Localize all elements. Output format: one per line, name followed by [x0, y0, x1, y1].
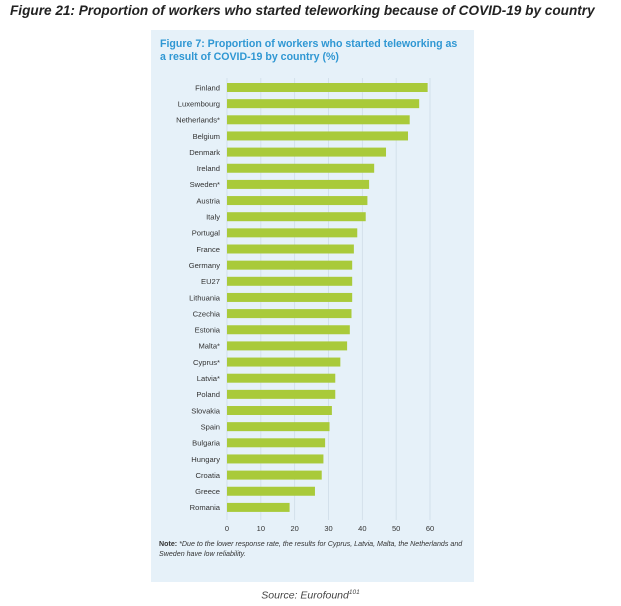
category-label: Estonia [195, 326, 221, 335]
chart-panel: Figure 7: Proportion of workers who star… [151, 30, 474, 582]
category-label: Luxembourg [178, 99, 220, 108]
category-label: EU27 [201, 277, 220, 286]
x-tick-labels: 0 10 20 30 40 50 60 [225, 524, 434, 533]
category-label: Croatia [196, 471, 221, 480]
category-label: Netherlands* [176, 116, 220, 125]
category-label: Austria [196, 196, 220, 205]
bar [227, 470, 322, 480]
category-label: Italy [206, 213, 220, 222]
category-label: Denmark [189, 148, 220, 157]
bar [227, 454, 324, 464]
category-label: Czechia [193, 309, 221, 318]
bar [227, 212, 366, 222]
bar [227, 115, 410, 125]
category-label: Bulgaria [192, 439, 221, 448]
category-label: Poland [196, 390, 220, 399]
category-label: Portugal [192, 229, 221, 238]
x-tick-label: 0 [225, 524, 229, 533]
x-tick-label: 60 [426, 524, 434, 533]
category-label: Lithuania [189, 293, 221, 302]
category-label: Spain [201, 422, 220, 431]
category-labels: Finland Luxembourg Netherlands* Belgium Denm… [176, 83, 221, 512]
source-line: Source: Eurofound101 [0, 589, 621, 602]
bar [227, 486, 315, 496]
bar [227, 260, 353, 270]
chart-note: Note: *Due to the lower response rate, t… [159, 540, 464, 559]
category-label: Germany [189, 261, 220, 270]
category-label: Sweden* [190, 180, 220, 189]
bar [227, 276, 353, 286]
source-text: Source: Eurofound [261, 589, 349, 602]
bar [227, 502, 290, 512]
category-label: Malta* [198, 342, 220, 351]
x-tick-label: 50 [392, 524, 400, 533]
category-label: France [196, 245, 220, 254]
bar [227, 341, 348, 351]
bar [227, 163, 375, 173]
bar [227, 422, 330, 432]
bar [227, 406, 332, 415]
bars [227, 83, 428, 512]
bar [227, 309, 352, 319]
x-tick-label: 40 [358, 524, 366, 533]
bar [227, 196, 368, 206]
bar [227, 244, 354, 254]
category-label: Romania [190, 503, 221, 512]
category-label: Latvia* [197, 374, 220, 383]
category-label: Ireland [197, 164, 220, 173]
figure-title: Figure 21: Proportion of workers who sta… [10, 3, 595, 18]
category-label: Slovakia [191, 406, 220, 415]
category-label: Belgium [193, 132, 220, 141]
bar [227, 438, 326, 448]
note-text: *Due to the lower response rate, the res… [159, 540, 463, 558]
bar [227, 83, 428, 92]
x-tick-label: 10 [257, 524, 265, 533]
x-tick-label: 30 [324, 524, 332, 533]
bar-chart: Finland Luxembourg Netherlands* Belgium Denm… [176, 78, 434, 533]
bar [227, 373, 336, 383]
bar [227, 357, 341, 367]
bar [227, 179, 370, 189]
chart-title: Figure 7: Proportion of workers who star… [160, 38, 458, 63]
source-reference: 101 [348, 589, 360, 596]
x-tick-label: 20 [290, 524, 298, 533]
bar [227, 131, 409, 141]
bar [227, 292, 353, 302]
bar [227, 228, 358, 238]
bar [227, 389, 336, 399]
category-label: Greece [195, 487, 220, 496]
category-label: Hungary [191, 455, 220, 464]
category-label: Finland [195, 83, 220, 92]
category-label: Cyprus* [193, 358, 220, 367]
bar [227, 325, 350, 335]
note-label: Note: [159, 540, 178, 548]
bar [227, 147, 387, 157]
bar [227, 99, 420, 109]
